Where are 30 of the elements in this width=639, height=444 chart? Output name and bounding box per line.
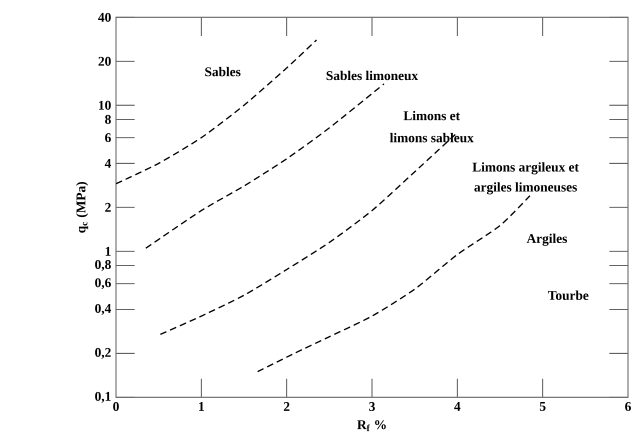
annotation: limons sableux bbox=[390, 132, 474, 142]
y-tick-label: 40 bbox=[98, 12, 111, 22]
annotation: Sables limoneux bbox=[326, 70, 418, 80]
annotation: Limons argileux et bbox=[472, 162, 579, 174]
x-tick-label: 0 bbox=[113, 402, 119, 412]
annotation: Sables bbox=[205, 66, 241, 76]
x-tick-label: 6 bbox=[625, 402, 631, 411]
y-tick-label: 1 bbox=[106, 246, 111, 256]
y-tick-label: 20 bbox=[98, 56, 111, 66]
y-tick-label: 0,2 bbox=[95, 348, 111, 359]
y-tick-label: 10 bbox=[99, 100, 111, 110]
y-tick-label: 4 bbox=[104, 158, 112, 168]
annotation: Limons et bbox=[404, 110, 460, 120]
y-tick-label: 8 bbox=[105, 114, 111, 124]
y-tick-label: 0,4 bbox=[95, 304, 112, 315]
x-tick-label: 4 bbox=[454, 402, 460, 411]
x-tick-label: 5 bbox=[540, 402, 546, 411]
annotation: Argiles bbox=[526, 234, 567, 246]
y-tick-label: 6 bbox=[105, 133, 111, 142]
y-tick-label: 0,1 bbox=[95, 392, 111, 403]
y-tick-label: 0,8 bbox=[95, 260, 111, 271]
y-axis-title: q$_{c}$ (MPa) bbox=[76, 182, 88, 233]
x-axis-title: R$_{f}$ % bbox=[357, 420, 386, 432]
x-tick-label: 2 bbox=[284, 402, 290, 411]
y-tick-label: 0,6 bbox=[95, 278, 111, 290]
x-tick-label: 3 bbox=[369, 402, 375, 411]
y-tick-label: 2 bbox=[105, 202, 111, 212]
annotation: Tourbe bbox=[548, 290, 588, 300]
x-tick-label: 1 bbox=[199, 402, 204, 411]
annotation: argiles limoneuses bbox=[474, 182, 577, 194]
